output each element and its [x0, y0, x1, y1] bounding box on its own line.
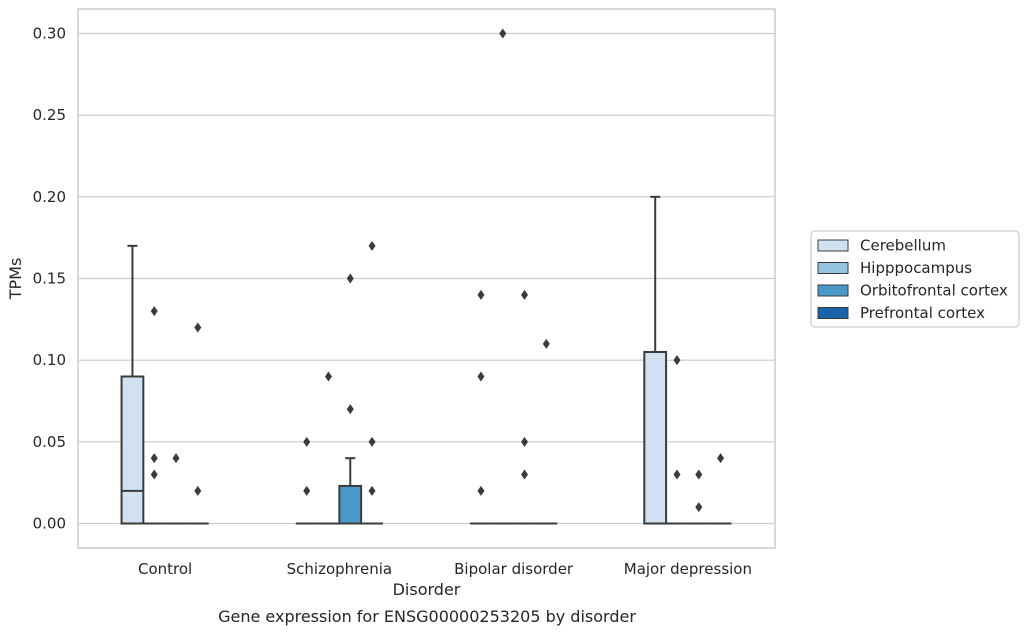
y-tick-label: 0.30	[33, 25, 66, 43]
outlier-point	[346, 273, 354, 284]
box	[338, 484, 363, 525]
x-tick-label: Bipolar disorder	[454, 560, 574, 578]
outlier-point	[150, 453, 158, 464]
outlier-point	[477, 371, 485, 382]
legend-label: Orbitofrontal cortex	[860, 282, 1008, 300]
outlier-point	[368, 436, 376, 447]
box-plot-area	[120, 28, 732, 525]
outlier-point	[194, 485, 202, 496]
box	[120, 375, 145, 525]
outlier-point	[542, 338, 550, 349]
outlier-point	[172, 453, 180, 464]
x-tick-label: Schizophrenia	[287, 560, 392, 578]
x-axis-label: Disorder	[393, 580, 461, 599]
outlier-point	[673, 355, 681, 366]
outlier-point	[695, 502, 703, 513]
outlier-point	[150, 306, 158, 317]
y-tick-label: 0.05	[33, 433, 66, 451]
y-tick-label: 0.15	[33, 270, 66, 288]
legend-swatch	[817, 262, 849, 274]
outlier-point	[477, 289, 485, 300]
x-axis-ticks: Control Schizophrenia Bipolar disorder Majo…	[138, 560, 752, 578]
outlier-point	[477, 485, 485, 496]
y-tick-label: 0.20	[33, 188, 66, 206]
outlier-point	[521, 289, 529, 300]
y-tick-label: 0.00	[33, 515, 66, 533]
outlier-point	[499, 28, 507, 39]
outlier-point	[324, 371, 332, 382]
outlier-point	[303, 485, 311, 496]
legend: Cerebellum Hipppocampus Orbitofrontal cort…	[810, 230, 1020, 328]
legend-label: Hipppocampus	[860, 259, 972, 277]
y-tick-label: 0.25	[33, 106, 66, 124]
outlier-point	[521, 436, 529, 447]
box	[643, 351, 668, 525]
legend-label: Cerebellum	[860, 237, 946, 255]
outlier-point	[368, 485, 376, 496]
legend-frame	[810, 230, 1020, 328]
chart-title: Gene expression for ENSG00000253205 by d…	[218, 607, 636, 626]
outlier-point	[150, 469, 158, 480]
legend-label: Prefrontal cortex	[860, 304, 985, 322]
outlier-point	[521, 469, 529, 480]
y-axis-ticks: 0.00 0.05 0.10 0.15 0.20 0.25 0.30	[33, 25, 66, 533]
outlier-point	[346, 404, 354, 415]
outlier-point	[673, 469, 681, 480]
legend-swatch	[817, 307, 849, 319]
outlier-point	[194, 322, 202, 333]
legend-swatch	[817, 284, 849, 297]
y-tick-label: 0.10	[33, 351, 66, 369]
outlier-point	[695, 469, 703, 480]
gridlines	[78, 32, 775, 525]
legend-swatch	[817, 239, 849, 252]
x-tick-label: Major depression	[624, 560, 752, 578]
outlier-point	[368, 240, 376, 251]
outlier-point	[717, 453, 725, 464]
outlier-point	[303, 436, 311, 447]
x-tick-label: Control	[138, 560, 192, 578]
plot-frame	[77, 8, 776, 549]
y-axis-label: TPMs	[6, 258, 25, 301]
